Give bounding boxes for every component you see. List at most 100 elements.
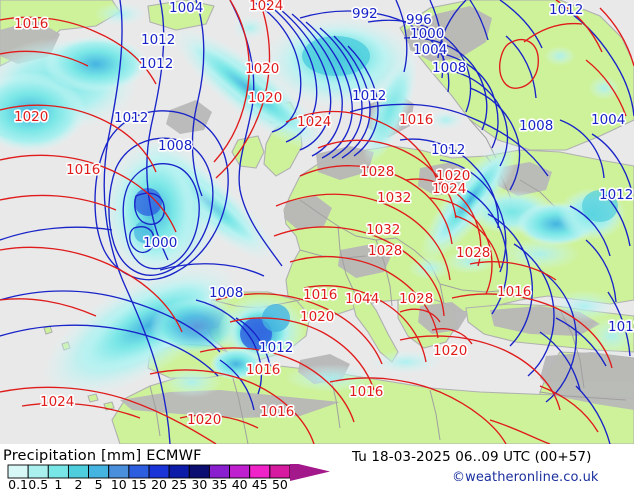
isobar-label: 1000: [410, 26, 444, 42]
isobar-label-halo: 1024: [297, 114, 331, 130]
isobar-label: 1004: [169, 0, 203, 16]
isobar-label-halo: 1028: [456, 245, 490, 261]
isobar-label: 1004: [591, 112, 625, 128]
isobar-label: 1012: [114, 110, 148, 126]
chart-title: Precipitation [mm] ECMWF: [3, 448, 202, 464]
isobar-label-halo: 1016: [303, 287, 337, 303]
legend-tick-labels: 0.1 0.5 1 2 5 10 15 20 25 30 35 40 45 50: [8, 477, 288, 490]
isobar-label-halo: 1004: [169, 0, 203, 16]
isobar-label-halo: 1032: [366, 222, 400, 238]
isobar-label: 1012: [431, 142, 465, 158]
isobar-label: 1016: [66, 162, 100, 178]
isobar-label-halo: 1016: [260, 404, 294, 420]
isobar-label-halo: 1012: [431, 142, 465, 158]
isobar-label: 1016: [399, 112, 433, 128]
isobar-label-halo: 1016: [246, 362, 280, 378]
isobar-label: 1012: [549, 2, 583, 18]
isobar-label: 1020: [14, 109, 48, 125]
isobar-label-halo: 1024: [249, 0, 283, 14]
legend-tick: 1: [54, 477, 62, 490]
isobar-label: 1008: [158, 138, 192, 154]
isobar-label: 1020: [433, 343, 467, 359]
legend-tick: 2: [75, 477, 83, 490]
isobar-label-halo: 1016: [66, 162, 100, 178]
isobar-label-halo: 1012: [352, 88, 386, 104]
legend-overflow-arrow: [290, 464, 330, 481]
copyright-credit: ©weatheronline.co.uk: [452, 470, 599, 485]
isobar-label-halo: 1012: [608, 319, 634, 335]
isobar-label-halo: 1012: [141, 32, 175, 48]
isobar-label-halo: 1032: [377, 190, 411, 206]
isobar-label: 1008: [432, 60, 466, 76]
isobar-label: 1008: [209, 285, 243, 301]
isobar-label-halo: 1012: [114, 110, 148, 126]
isobar-label-halo: 1020: [187, 412, 221, 428]
legend-tick: 0.5: [28, 477, 48, 490]
isobar-label-halo: 1020: [436, 168, 470, 184]
legend-tick: 20: [151, 477, 167, 490]
valid-time-label: Tu 18-03-2025 06..09 UTC (00+57): [352, 449, 592, 465]
legend-tick: 35: [212, 477, 228, 490]
isobar-label: 1032: [377, 190, 411, 206]
isobar-label: 1016: [14, 16, 48, 32]
isobar-label: 1004: [413, 42, 447, 58]
isobar-label-halo: 1008: [209, 285, 243, 301]
isobar-label-halo: 1020: [248, 90, 282, 106]
isobar-label: 1020: [300, 309, 334, 325]
isobar-label-halo: 1000: [410, 26, 444, 42]
legend-tick: 0.1: [8, 477, 28, 490]
isobar-label: 1024: [249, 0, 283, 14]
isobar-label-halo: 1004: [413, 42, 447, 58]
precipitation-legend[interactable]: 0.1 0.5 1 2 5 10 15 20 25 30 35 40 45 50: [0, 464, 340, 490]
isobar-label: 1012: [259, 340, 293, 356]
isobar-label: 1012: [141, 32, 175, 48]
isobar-label-halo: 1020: [14, 109, 48, 125]
isobar-label-halo: 1012: [139, 56, 173, 72]
isobar-label: 1028: [368, 243, 402, 259]
isobar-label: 1012: [608, 319, 634, 335]
legend-tick: 50: [272, 477, 288, 490]
isobar-label: 1028: [399, 291, 433, 307]
isobar-label-halo: 992: [352, 6, 378, 22]
isobar-label-halo: 1012: [599, 187, 633, 203]
isobar-label: 1012: [599, 187, 633, 203]
isobar-label-halo: 1020: [245, 61, 279, 77]
isobar-label-halo: 1016: [349, 384, 383, 400]
isobar-label: 1024: [297, 114, 331, 130]
isobar-label: 1016: [497, 284, 531, 300]
legend-tick: 45: [252, 477, 268, 490]
isobar-label: 1016: [246, 362, 280, 378]
legend-tick: 25: [171, 477, 187, 490]
isobar-label-halo: 1028: [368, 243, 402, 259]
legend-tick: 15: [131, 477, 147, 490]
isobar-label-halo: 1008: [432, 60, 466, 76]
isobar-label-halo: 1024: [40, 394, 74, 410]
footer-bar: Precipitation [mm] ECMWF Tu 18-03-2025 0…: [0, 444, 634, 490]
isobar-label: 1000: [143, 235, 177, 251]
isobar-label: 1016: [303, 287, 337, 303]
isobar-label: 1020: [187, 412, 221, 428]
legend-colorbar[interactable]: 0.1 0.5 1 2 5 10 15 20 25 30 35 40 45 50: [0, 464, 340, 490]
isobar-label-halo: 1016: [497, 284, 531, 300]
isobar-label: 1016: [260, 404, 294, 420]
isobar-high-lines: [0, 0, 634, 444]
map-panel[interactable]: 1004 1004 992 992 996 996 1012 1012 1024 1024 1016…: [0, 0, 634, 444]
isobar-label-halo: 1020: [300, 309, 334, 325]
isobar-label-halo: 1004: [591, 112, 625, 128]
isobar-label-halo: 1012: [259, 340, 293, 356]
isobar-label: 1024: [432, 181, 466, 197]
isobar-label-halo: 1008: [158, 138, 192, 154]
isobar-low-lines: [0, 0, 634, 444]
legend-swatches[interactable]: [7, 464, 330, 481]
legend-tick: 5: [95, 477, 103, 490]
isobar-label-halo: 1020: [433, 343, 467, 359]
legend-tick: 40: [232, 477, 248, 490]
isobar-label: 1016: [349, 384, 383, 400]
isobar-label: 1032: [366, 222, 400, 238]
isobar-label: 1012: [139, 56, 173, 72]
legend-tick: 10: [111, 477, 127, 490]
isobar-label: 996: [406, 12, 432, 28]
